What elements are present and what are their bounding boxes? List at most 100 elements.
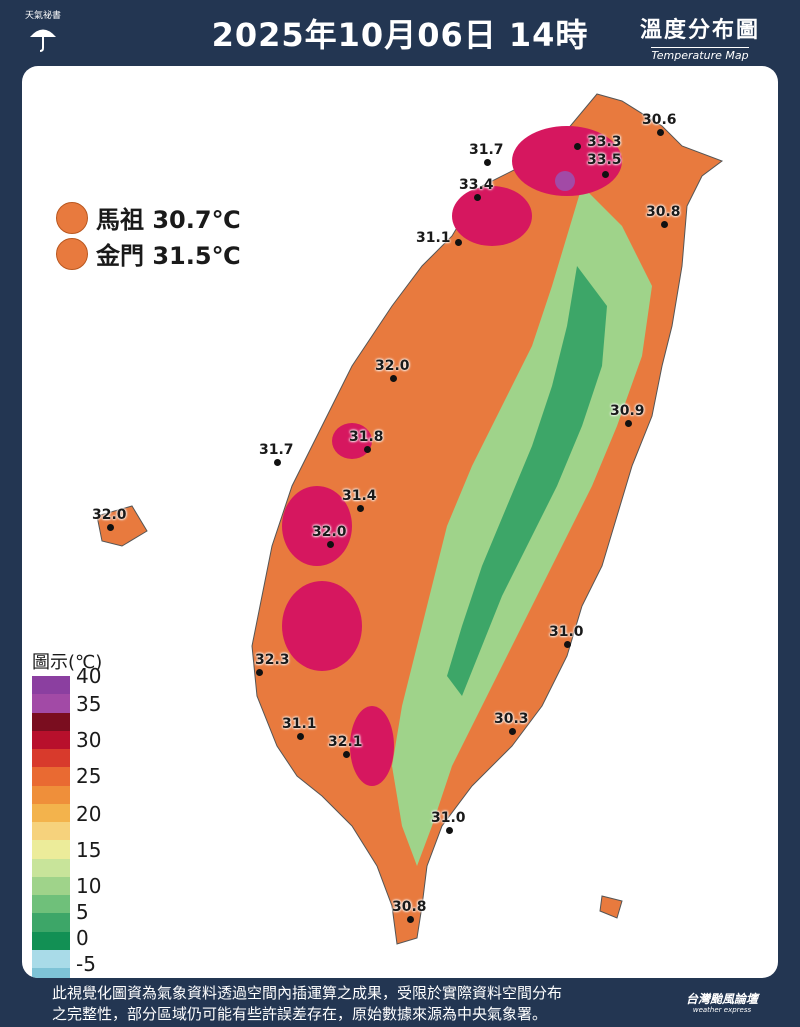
legend-swatch [32,676,70,695]
legend-swatch [32,931,70,950]
legend-swatch [32,840,70,859]
penghu-islands [96,505,148,547]
legend-swatch [32,694,70,713]
kinmen-color-dot [56,237,88,270]
high-mountain-zone [447,266,607,696]
station-dot [364,446,371,453]
legend-label: 0 [76,926,89,950]
station-dot [602,171,609,178]
map-title-zh: 溫度分布圖 [639,18,760,43]
station-dot [661,221,668,228]
legend-swatch [32,749,70,768]
legend-label: 15 [76,838,102,862]
station-dot [446,827,453,834]
legend-swatch [32,822,70,841]
station-temperature: 30.6 [642,112,677,128]
typhoon-forum-logo: 台灣颱風論壇 weather express [652,990,792,1014]
station-temperature: 30.8 [646,204,681,220]
brand-subtitle: weather express [692,1006,752,1014]
station-dot [474,194,481,201]
legend-label: 10 [76,874,102,898]
footer-note-line-2: 之完整性，部分區域仍可能有些許誤差存在，原始數據來源為中央氣象署。 [52,1005,548,1023]
station-dot [455,239,462,246]
station-dot [657,129,664,136]
station-dot [407,916,414,923]
map-panel: 馬祖 30.7℃ 金門 31.5℃ 圖示(℃) 40 35 30 25 20 15 10 5 0… [22,66,778,978]
station-dot [274,459,281,466]
station-temperature: 30.9 [610,403,645,419]
station-temperature: 31.0 [549,624,584,640]
taichung-hot-zone [332,423,372,459]
footer-note-line-1: 此視覺化圖資為氣象資料透過空間內插運算之成果，受限於實際資料空間分布 [52,984,563,1002]
header: 天氣祕書 2025年10月06日 14時 溫度分布圖 Temperature M… [0,0,800,66]
legend-label: -5 [76,952,96,976]
station-dot [357,505,364,512]
station-dot [327,541,334,548]
kinmen-label: 金門 31.5℃ [96,242,241,270]
station-temperature: 33.4 [459,177,494,193]
station-dot [484,159,491,166]
station-temperature: 31.7 [469,142,504,158]
legend-swatch [32,858,70,877]
pingtung-hot-zone [350,706,394,786]
legend-label: 35 [76,692,102,716]
legend-label: 5 [76,900,89,924]
station-dot [564,641,571,648]
station-dot [256,669,263,676]
station-dot [625,420,632,427]
legend-swatch [32,968,70,978]
legend-title: 圖示(℃) [32,652,103,673]
taiwan-temperature-map [96,93,724,945]
station-temperature: 31.1 [416,230,451,246]
map-title-en: Temperature Map [651,47,749,62]
map-title: 溫度分布圖 Temperature Map [620,12,780,63]
station-dot [574,143,581,150]
brand-name: 台灣颱風論壇 [685,992,758,1006]
taipei-peak-zone [555,171,575,191]
station-dot [509,728,516,735]
kinmen-row: 金門 31.5℃ [56,236,241,271]
station-temperature: 31.1 [282,716,317,732]
page-title: 2025年10月06日 14時 [211,16,589,54]
matsu-label: 馬祖 30.7℃ [96,206,241,234]
station-dot [107,524,114,531]
changhua-hot-zone [282,486,352,566]
station-temperature: 31.7 [259,442,294,458]
logo-text: 天氣祕書 [24,11,61,21]
taoyuan-hot-zone [452,186,532,246]
station-temperature: 33.3 [587,134,622,150]
station-dot [343,751,350,758]
legend-swatch [32,767,70,786]
station-temperature: 32.3 [255,652,290,668]
legend-label: 30 [76,728,102,752]
taipei-hot-zone [512,126,622,196]
station-temperature: 32.0 [312,524,347,540]
legend-swatch [32,712,70,731]
matsu-color-dot [56,201,88,234]
legend-swatch [32,913,70,932]
station-dot [390,375,397,382]
station-temperature: 30.8 [392,899,427,915]
station-temperature: 32.1 [328,734,363,750]
legend-swatch [32,803,70,822]
footer-note: 此視覺化圖資為氣象資料透過空間內插運算之成果，受限於實際資料空間分布 之完整性，… [52,983,652,1025]
station-temperature: 32.0 [375,358,410,374]
legend-swatch [32,785,70,804]
station-temperature: 30.3 [494,711,529,727]
legend-label: 25 [76,764,102,788]
legend-swatch [32,949,70,968]
weather-secretary-logo: 天氣祕書 [18,8,68,58]
chiayi-hot-zone [282,581,362,671]
station-temperature: 31.8 [349,429,384,445]
station-temperature: 31.0 [431,810,466,826]
green-island [599,895,623,919]
legend-swatch [32,895,70,914]
legend-swatch [32,876,70,895]
legend-swatch [32,730,70,749]
legend-label: 40 [76,664,102,688]
legend-color-bar [32,676,70,978]
station-dot [297,733,304,740]
station-temperature: 31.4 [342,488,377,504]
legend-label: 20 [76,802,102,826]
station-temperature: 33.5 [587,152,622,168]
